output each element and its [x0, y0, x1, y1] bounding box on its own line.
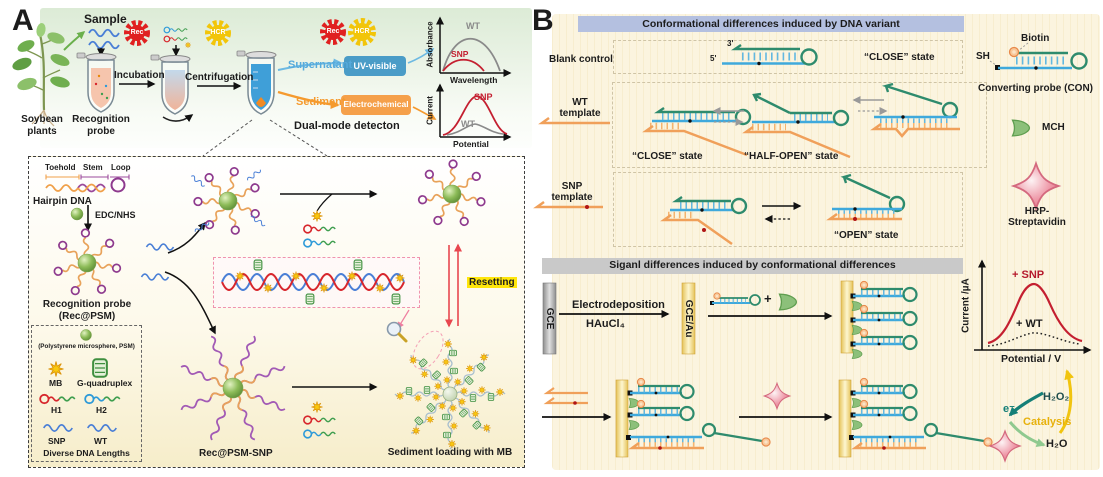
absorbance-axis-label: Absorbance	[425, 21, 435, 68]
sediment-loading-label: Sediment loading with MB	[387, 447, 513, 458]
panel-b-label: B	[532, 4, 554, 37]
wt-legend-label: WT	[94, 436, 108, 446]
panel-a-legend-box	[31, 325, 142, 462]
electrochemical-box	[341, 95, 411, 115]
incubation-label: Incubation	[114, 70, 165, 81]
stem-label: Stem	[83, 163, 103, 172]
psm-legend-label: (Polystyrene microsphere, PSM)	[38, 343, 135, 350]
wavelength-axis-label: Wavelength	[450, 75, 498, 85]
open-state-label: “OPEN” state	[834, 230, 899, 241]
h2-legend-label: H2	[96, 405, 107, 415]
sh-label: SH	[976, 51, 990, 62]
rec-gear-pair-label: Rec	[326, 28, 340, 35]
loop-label: Loop	[111, 163, 131, 172]
recognition-probe-label-1: Recognition probe	[42, 299, 132, 310]
recognition-probe-tube-label-2: probe	[87, 126, 115, 137]
panel-b-box-wt	[612, 82, 987, 168]
hrp-label-1: HRP-	[1024, 206, 1050, 217]
converting-probe-label: Converting probe (CON)	[978, 83, 1093, 94]
edc-nhs-label: EDC/NHS	[95, 210, 136, 220]
plus-snp-curve-label: + SNP	[1012, 269, 1045, 281]
snp-template-label-1: SNP	[561, 181, 583, 192]
header-signal-label: Siganl differences induced by conformati…	[609, 259, 896, 271]
current-axis-label: Current	[425, 96, 435, 125]
blank-control-label: Blank control	[549, 54, 613, 65]
ec-snp-curve-label: SNP	[474, 92, 493, 102]
mb-legend-label: MB	[49, 378, 63, 388]
uv-snp-curve-label: SNP	[451, 49, 469, 59]
h1-legend-label: H1	[51, 405, 62, 415]
hcr-gear-label: HCR	[210, 29, 226, 36]
sample-label: Sample	[84, 12, 127, 26]
potential-v-axis-label: Potential / V	[1001, 353, 1062, 365]
panel-b-header-conformational	[578, 16, 964, 32]
current-ua-axis-label: Current /µA	[960, 278, 972, 333]
supernatant-label: Supernatant	[288, 59, 353, 71]
panel-a-helix-box	[213, 257, 420, 308]
snp-template-label-2: template	[551, 192, 593, 203]
three-prime-label: 3'	[727, 39, 734, 48]
panel-b-header-signal	[542, 258, 963, 274]
half-open-state-label: “HALF-OPEN” state	[744, 151, 839, 162]
h2o2-label: H₂O₂	[1043, 391, 1070, 403]
haucl4-label: HAuCl₄	[586, 318, 625, 330]
close-state-wt-label: “CLOSE” state	[632, 151, 703, 162]
electron-label: e⁻	[1003, 403, 1015, 415]
recognition-probe-label-2: (Rec@PSM)	[58, 311, 116, 322]
toehold-label: Toehold	[45, 163, 76, 172]
dual-mode-label: Dual-mode detecton	[294, 120, 400, 132]
rec-gear-label: Rec	[130, 29, 144, 36]
hrp-label-2: Streptavidin	[1008, 217, 1066, 228]
hairpin-dna-label: Hairpin DNA	[33, 196, 92, 207]
legend-footer-label: Diverse DNA Lengths	[43, 448, 130, 458]
centrifugation-label: Centrifugation	[185, 72, 254, 83]
gce-au-label: GCE/Au	[683, 299, 695, 338]
close-state-blank-label: “CLOSE” state	[864, 52, 935, 63]
uv-visible-box	[344, 56, 406, 76]
electrochemical-label: Electrochemical	[343, 99, 409, 109]
biotin-label: Biotin	[1021, 33, 1050, 44]
recognition-probe-tube-label-1: Recognition	[72, 114, 130, 125]
plus-label: +	[764, 291, 772, 306]
wt-template-label-2: template	[559, 108, 601, 119]
header-conformational-label: Conformational differences induced by DN…	[642, 18, 900, 30]
uv-wt-curve-label: WT	[466, 21, 480, 31]
h2o-label: H₂O	[1046, 438, 1068, 450]
gce-label: GCE	[544, 307, 556, 330]
hcr-gear-pair-label: HCR	[354, 28, 370, 35]
resetting-label: Resetting	[467, 277, 517, 288]
snp-legend-label: SNP	[48, 436, 66, 446]
wt-template-label-1: WT	[572, 97, 588, 108]
soybean-plants-label-2: plants	[27, 126, 57, 137]
electrodeposition-label: Electrodeposition	[572, 299, 665, 311]
uv-visible-label: UV-visible	[353, 61, 397, 71]
sediment-label: Sediment	[296, 96, 346, 108]
five-prime-label: 5'	[710, 54, 717, 63]
mch-label: MCH	[1042, 122, 1065, 133]
plus-wt-curve-label: + WT	[1016, 318, 1043, 330]
rec-psm-snp-label: Rec@PSM-SNP	[199, 448, 273, 459]
ec-wt-curve-label: WT	[461, 119, 475, 129]
g-quadruplex-legend-label: G-quadruplex	[77, 378, 133, 388]
panel-b-box-snp	[613, 172, 963, 247]
panel-b-box-blank	[613, 40, 963, 74]
catalysis-label: Catalysis	[1023, 416, 1072, 428]
potential-axis-label: Potential	[453, 139, 489, 149]
panel-a-label: A	[12, 4, 34, 37]
